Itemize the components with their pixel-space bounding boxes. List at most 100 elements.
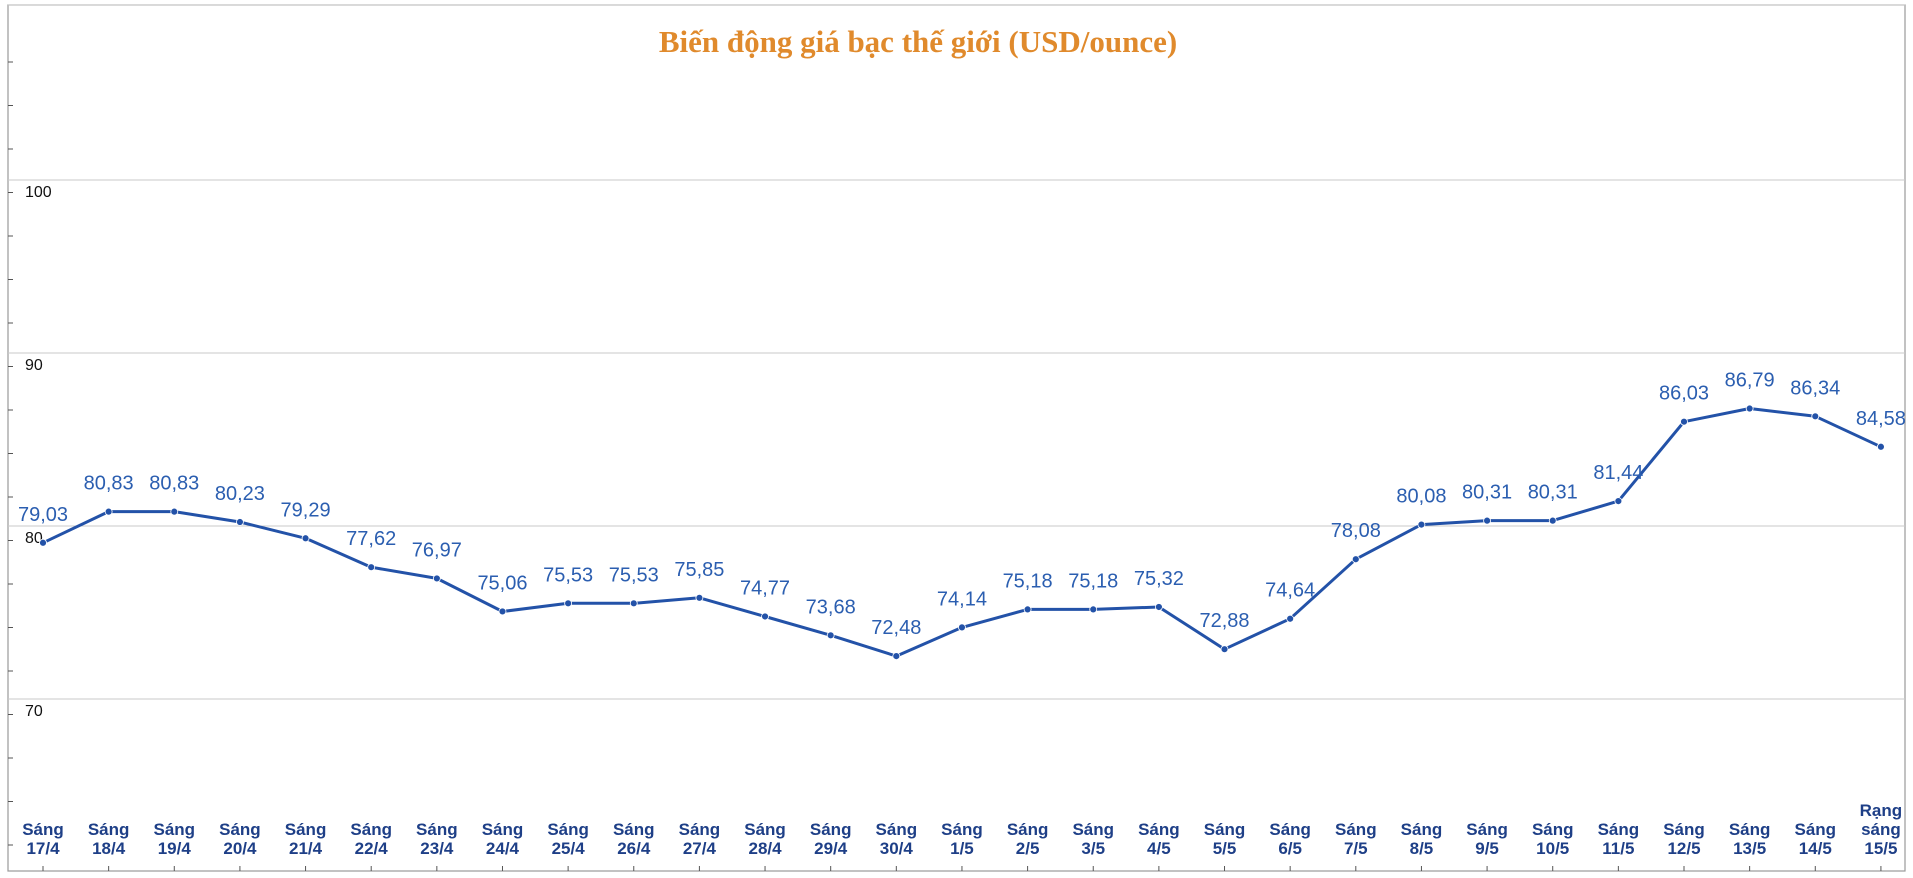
data-label: 74,64 [1265,580,1315,602]
data-point [1745,404,1754,413]
data-label: 79,29 [281,499,331,521]
data-label: 72,88 [1199,610,1249,632]
x-category-label: Sáng 18/4 [88,820,130,858]
x-category-label: Sáng 5/5 [1204,820,1246,858]
data-label: 76,97 [412,539,462,561]
data-label: 73,68 [806,596,856,618]
data-point [301,534,310,543]
data-label: 84,58 [1856,408,1906,430]
chart-title: Biến động giá bạc thế giới (USD/ounce) [659,24,1177,59]
data-point [1811,412,1820,421]
data-label: 72,48 [871,617,921,639]
spreadsheet-frame [7,4,1906,872]
data-point [826,631,835,640]
x-category-label: Sáng 29/4 [810,820,852,858]
data-label: 80,83 [149,473,199,495]
x-category-label: Sáng 2/5 [1007,820,1049,858]
data-point [1154,603,1163,611]
data-point [1023,605,1032,614]
data-labels: 79,03 80,83 80,83 80,23 79,29 77,62 76,97 75,06… [18,370,1906,640]
x-category-label: Sáng 10/5 [1532,820,1574,858]
data-point [39,538,47,547]
data-point [1614,497,1623,505]
y-tick-label-80: 80 [25,530,43,547]
data-label: 75,53 [609,564,659,586]
x-category-label: Sáng 30/4 [876,820,918,858]
data-point [1483,516,1491,525]
x-category-label: Sáng 12/5 [1663,820,1705,858]
data-label: 75,53 [543,564,593,586]
x-category-label: Sáng 20/4 [219,820,261,858]
data-label: 80,23 [215,483,265,505]
data-point [1220,645,1229,654]
data-label: 80,83 [84,473,134,495]
x-category-label: Sáng 23/4 [416,820,458,858]
x-category-label: Sáng 11/5 [1598,820,1640,858]
data-point [170,507,179,516]
data-point [1548,516,1557,525]
x-category-label: Sáng 7/5 [1335,820,1377,858]
x-category-label: Sáng 17/4 [22,820,64,858]
x-category-label: Sáng 13/5 [1729,820,1771,858]
data-point [1680,417,1688,426]
y-tick-label-90: 90 [25,357,43,374]
data-label: 75,85 [674,559,724,581]
data-point [695,593,704,602]
y-tick-label-100: 100 [25,184,52,201]
gridlines [8,179,1905,700]
x-category-label: Rạng sáng 15/5 [1860,801,1903,858]
data-point [1351,555,1360,564]
data-point [1089,605,1098,614]
data-point [1417,520,1426,529]
data-point [367,563,376,572]
x-category-label: Sáng 21/4 [285,820,327,858]
data-points [39,404,1885,660]
data-label: 75,32 [1134,568,1184,590]
x-category-label: Sáng 1/5 [941,820,983,858]
data-label: 86,34 [1790,377,1840,399]
data-label: 74,14 [937,588,987,610]
data-label: 86,79 [1725,370,1775,392]
data-point [564,599,573,608]
x-category-label: Sáng 8/5 [1401,820,1443,858]
x-category-label: Sáng 27/4 [679,820,721,858]
data-point [104,507,113,516]
chart-border [7,4,1906,872]
x-category-label: Sáng 19/4 [153,820,195,858]
data-label: 80,08 [1396,486,1446,508]
data-label: 81,44 [1593,462,1643,484]
y-axis-tick-labels: 70 80 90 100 [25,184,52,720]
x-category-label: Sáng 28/4 [744,820,786,858]
series-line [41,407,1883,658]
x-category-label: Sáng 4/5 [1138,820,1180,858]
data-point [761,612,769,621]
data-point [892,652,901,660]
data-point [1877,442,1885,451]
data-point [236,518,244,526]
y-tick-label-70: 70 [25,703,43,720]
x-category-label: Sáng 22/4 [350,820,392,858]
data-label: 77,62 [346,528,396,550]
data-label: 86,03 [1659,383,1709,405]
data-point [629,599,638,608]
data-point [1286,614,1295,623]
data-label: 75,06 [477,572,527,594]
x-category-label: Sáng 14/5 [1794,820,1836,858]
x-category-label: Sáng 26/4 [613,820,655,858]
x-category-label: Sáng 6/5 [1269,820,1311,858]
data-label: 80,31 [1528,482,1578,504]
data-label: 80,31 [1462,482,1512,504]
data-label: 75,18 [1003,570,1053,592]
x-category-label: Sáng 25/4 [547,820,589,858]
data-label: 75,18 [1068,570,1118,592]
data-point [432,574,441,583]
x-category-label: Sáng 24/4 [482,820,524,858]
data-label: 78,08 [1331,520,1381,542]
data-point [958,623,966,632]
x-axis-category-labels: Sáng 17/4 Sáng 18/4 Sáng 19/4 Sáng 20/4 Sáng 21/4… [22,801,1902,871]
data-label: 74,77 [740,577,790,599]
x-category-label: Sáng 9/5 [1466,820,1508,858]
data-point [498,607,507,616]
